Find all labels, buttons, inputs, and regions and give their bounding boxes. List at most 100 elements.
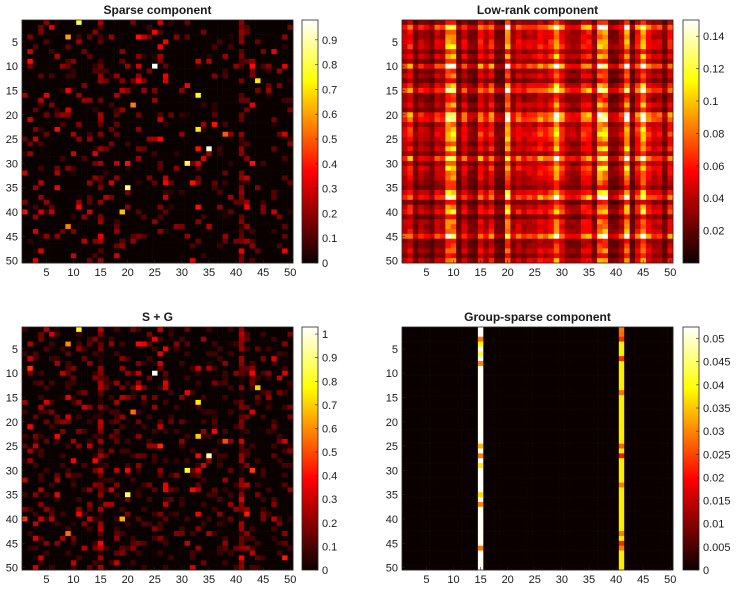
heatmap-cell — [146, 180, 153, 186]
heatmap-cell — [157, 180, 164, 186]
heatmap-cell — [184, 54, 191, 60]
heatmap-cell — [412, 180, 419, 186]
heatmap-cell — [200, 248, 207, 254]
heatmap-cell — [43, 126, 50, 133]
heatmap-cell — [461, 233, 468, 239]
heatmap-cell — [97, 49, 104, 55]
heatmap-cell — [483, 63, 490, 69]
heatmap-cell — [130, 102, 137, 108]
heatmap-cell — [217, 214, 223, 220]
heatmap-cell — [81, 170, 88, 176]
heatmap-cell — [423, 107, 430, 113]
heatmap-cell — [124, 160, 131, 167]
heatmap-cell — [282, 180, 288, 186]
heatmap-cell — [586, 141, 592, 147]
heatmap-cell — [43, 175, 50, 181]
heatmap-cell — [282, 102, 288, 108]
heatmap-cell — [618, 63, 625, 69]
heatmap-cell — [76, 58, 82, 65]
heatmap-cell — [135, 243, 142, 249]
heatmap-cell — [591, 243, 598, 249]
heatmap-cell — [92, 204, 99, 210]
heatmap-cell — [407, 107, 414, 113]
heatmap-cell — [402, 44, 408, 50]
heatmap-cell — [429, 165, 435, 171]
heatmap-cell — [439, 165, 446, 171]
heatmap-cell — [65, 151, 72, 157]
heatmap-cell — [423, 63, 430, 69]
heatmap-cell — [472, 180, 479, 186]
heatmap-cell — [521, 112, 527, 118]
heatmap-cell — [43, 24, 50, 31]
heatmap-cell — [445, 165, 452, 171]
heatmap-cell — [504, 92, 511, 99]
heatmap-cell — [124, 78, 131, 84]
heatmap-cell — [108, 97, 115, 103]
heatmap-cell — [49, 170, 55, 176]
heatmap-cell — [260, 238, 267, 244]
heatmap-cell — [179, 73, 185, 79]
heatmap-cell — [407, 170, 414, 176]
heatmap-cell — [515, 92, 522, 99]
heatmap-cell — [521, 44, 527, 50]
heatmap-cell — [494, 185, 500, 191]
heatmap-cell — [624, 78, 630, 84]
heatmap-cell — [282, 78, 288, 84]
heatmap-cell — [613, 34, 620, 40]
heatmap-cell — [244, 224, 250, 230]
heatmap-cell — [92, 20, 99, 26]
heatmap-cell — [276, 92, 283, 99]
heatmap-cell — [59, 228, 66, 235]
heatmap-cell — [124, 219, 131, 225]
heatmap-cell — [499, 228, 506, 235]
heatmap-cell — [22, 146, 28, 152]
heatmap-cell — [429, 214, 435, 220]
heatmap-cell — [564, 238, 571, 244]
heatmap-cell — [27, 83, 34, 89]
heatmap-cell — [499, 224, 506, 230]
heatmap-cell — [624, 199, 630, 205]
heatmap-cell — [168, 190, 175, 196]
heatmap-cell — [418, 24, 424, 31]
heatmap-cell — [586, 97, 592, 103]
heatmap-cell — [624, 126, 630, 133]
heatmap-cell — [27, 112, 34, 118]
heatmap-cell — [629, 126, 636, 133]
heatmap-cell — [439, 24, 446, 31]
heatmap-cell — [499, 112, 506, 118]
heatmap-cell — [255, 136, 261, 142]
heatmap-cell — [81, 233, 88, 239]
heatmap-cell — [54, 102, 61, 108]
heatmap-cell — [179, 190, 185, 196]
heatmap-cell — [146, 199, 153, 205]
heatmap-cell — [667, 92, 674, 99]
heatmap-cell — [173, 107, 180, 113]
heatmap-cell — [27, 44, 34, 50]
heatmap-cell — [450, 233, 457, 239]
heatmap-cell — [570, 83, 576, 89]
heatmap-cell — [271, 214, 278, 220]
heatmap-cell — [488, 233, 495, 239]
heatmap-cell — [439, 92, 446, 99]
heatmap-cell — [640, 238, 647, 244]
heatmap-cell — [65, 20, 72, 26]
heatmap-cell — [510, 29, 517, 35]
heatmap-cell — [206, 209, 212, 215]
heatmap-cell — [119, 136, 126, 142]
heatmap-cell — [591, 63, 598, 69]
heatmap-cell — [499, 49, 506, 55]
heatmap-cell — [418, 136, 424, 142]
heatmap-cell — [173, 136, 180, 142]
heatmap-cell — [504, 238, 511, 244]
heatmap-cell — [640, 39, 647, 45]
heatmap-cell — [168, 78, 175, 84]
heatmap-cell — [217, 117, 223, 123]
heatmap-cell — [439, 185, 446, 191]
heatmap-cell — [97, 204, 104, 210]
heatmap-cell — [130, 180, 137, 186]
heatmap-cell — [152, 117, 158, 123]
heatmap-cell — [575, 97, 582, 103]
heatmap-cell — [168, 24, 175, 31]
heatmap-cell — [119, 185, 126, 191]
heatmap-cell — [575, 141, 582, 147]
